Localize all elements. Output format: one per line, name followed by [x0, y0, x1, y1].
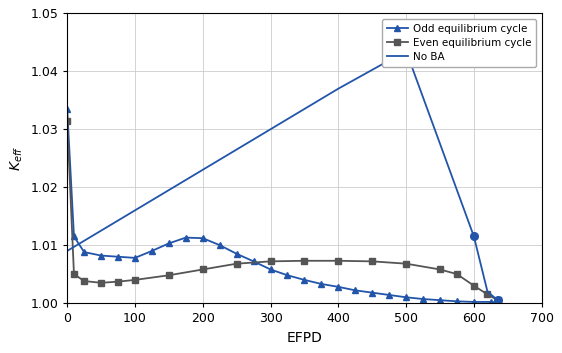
Even equilibrium cycle — [335, 259, 342, 263]
No BA — [335, 86, 342, 91]
Odd equilibrium cycle — [64, 107, 71, 111]
Odd equilibrium cycle — [98, 253, 105, 258]
Even equilibrium cycle — [301, 259, 308, 263]
No BA — [484, 289, 491, 294]
Odd equilibrium cycle — [200, 236, 206, 240]
No BA — [267, 127, 274, 131]
No BA — [132, 208, 138, 213]
No BA — [64, 249, 71, 253]
Odd equilibrium cycle — [420, 297, 427, 301]
Legend: Odd equilibrium cycle, Even equilibrium cycle, No BA: Odd equilibrium cycle, Even equilibrium … — [382, 19, 537, 67]
Odd equilibrium cycle — [487, 300, 494, 304]
Odd equilibrium cycle — [132, 256, 138, 260]
Odd equilibrium cycle — [470, 300, 477, 304]
Odd equilibrium cycle — [165, 241, 172, 246]
Y-axis label: K$_{eff}$: K$_{eff}$ — [8, 145, 25, 171]
Even equilibrium cycle — [454, 272, 460, 276]
No BA — [494, 298, 501, 302]
Even equilibrium cycle — [233, 262, 240, 266]
Even equilibrium cycle — [132, 278, 138, 282]
Odd equilibrium cycle — [403, 295, 410, 299]
Line: No BA: No BA — [67, 51, 497, 300]
Odd equilibrium cycle — [352, 288, 359, 292]
Odd equilibrium cycle — [335, 285, 342, 289]
Odd equilibrium cycle — [301, 278, 308, 282]
Odd equilibrium cycle — [386, 293, 392, 297]
Even equilibrium cycle — [81, 279, 88, 283]
Even equilibrium cycle — [484, 292, 491, 297]
Even equilibrium cycle — [494, 298, 501, 302]
Odd equilibrium cycle — [318, 282, 325, 286]
Odd equilibrium cycle — [250, 259, 257, 263]
Even equilibrium cycle — [369, 259, 375, 263]
Odd equilibrium cycle — [437, 298, 443, 302]
No BA — [470, 234, 477, 239]
Even equilibrium cycle — [71, 272, 78, 276]
Odd equilibrium cycle — [148, 249, 155, 253]
Even equilibrium cycle — [64, 118, 71, 122]
X-axis label: EFPD: EFPD — [287, 331, 323, 345]
Odd equilibrium cycle — [183, 235, 189, 240]
Odd equilibrium cycle — [81, 250, 88, 254]
Even equilibrium cycle — [165, 273, 172, 277]
Odd equilibrium cycle — [267, 267, 274, 271]
Even equilibrium cycle — [470, 283, 477, 288]
Odd equilibrium cycle — [494, 300, 501, 305]
No BA — [403, 49, 410, 53]
Even equilibrium cycle — [437, 267, 443, 271]
Even equilibrium cycle — [115, 280, 121, 284]
No BA — [200, 168, 206, 172]
Even equilibrium cycle — [403, 262, 410, 266]
Odd equilibrium cycle — [71, 234, 78, 239]
Line: Even equilibrium cycle: Even equilibrium cycle — [65, 118, 500, 303]
Odd equilibrium cycle — [369, 291, 375, 295]
Odd equilibrium cycle — [216, 243, 223, 247]
Line: Odd equilibrium cycle: Odd equilibrium cycle — [64, 106, 501, 306]
Odd equilibrium cycle — [284, 273, 291, 277]
Even equilibrium cycle — [200, 267, 206, 271]
Odd equilibrium cycle — [454, 299, 460, 304]
Odd equilibrium cycle — [233, 252, 240, 256]
Even equilibrium cycle — [98, 281, 105, 285]
Odd equilibrium cycle — [115, 255, 121, 259]
Even equilibrium cycle — [267, 259, 274, 263]
